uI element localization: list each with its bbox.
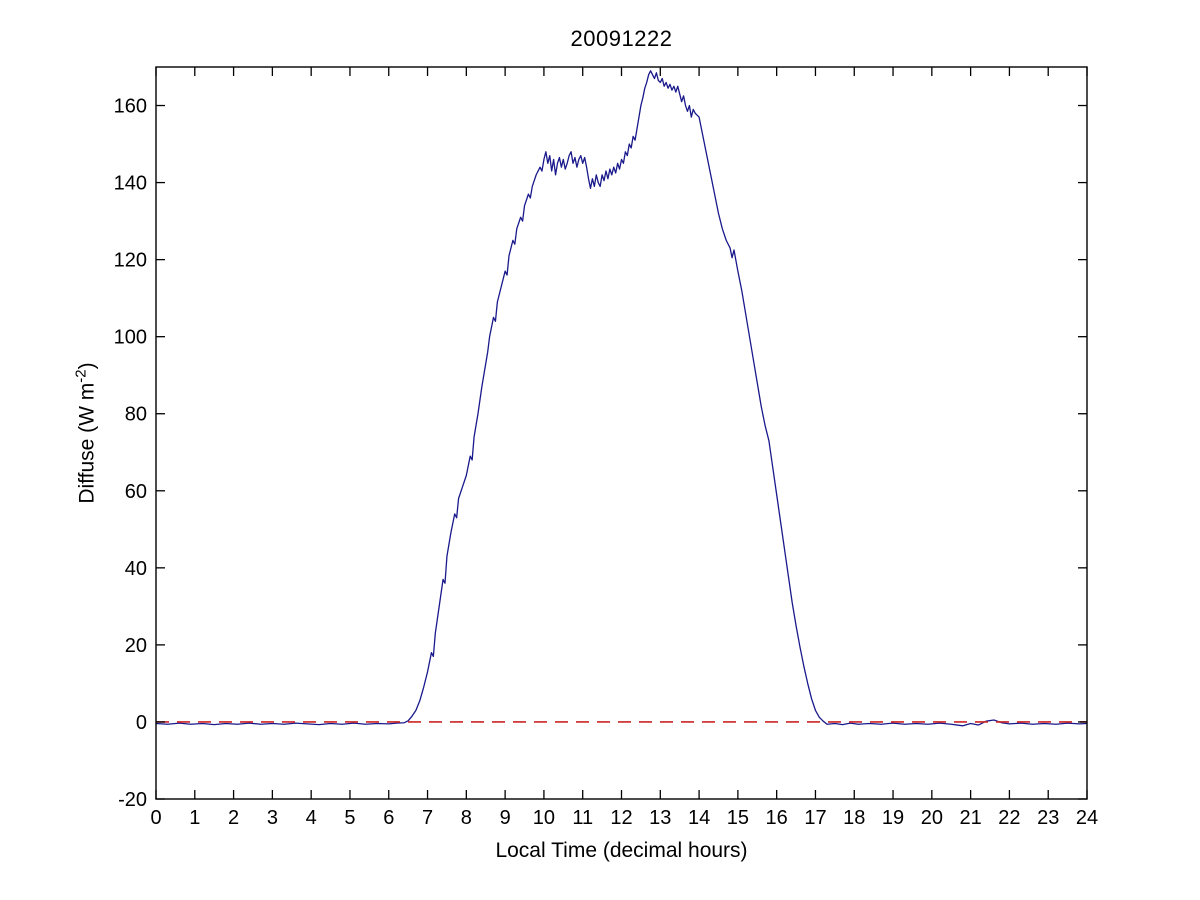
diffuse-irradiance-line <box>155 70 1088 727</box>
x-tick-label: 7 <box>422 807 433 829</box>
x-tick-label: 11 <box>572 807 593 829</box>
y-tick-label: 120 <box>114 250 147 272</box>
x-tick-label: 24 <box>1076 807 1098 829</box>
x-tick-label: 14 <box>688 807 710 829</box>
y-tick-label: 80 <box>125 404 147 426</box>
x-tick-label: 9 <box>500 807 511 829</box>
x-tick-label: 23 <box>1037 807 1059 829</box>
x-tick-label: 15 <box>727 807 749 829</box>
x-tick-label: 0 <box>150 807 161 829</box>
x-tick-label: 8 <box>461 807 472 829</box>
x-tick-label: 1 <box>189 807 200 829</box>
y-tick-label: 140 <box>114 173 147 195</box>
y-tick-label: -20 <box>118 789 147 811</box>
y-axis-label-suffix: ) <box>75 362 99 370</box>
x-tick-label: 22 <box>998 807 1020 829</box>
x-tick-label: 5 <box>344 807 355 829</box>
x-tick-label: 3 <box>267 807 278 829</box>
y-tick-label: 100 <box>114 327 147 349</box>
x-tick-label: 4 <box>306 807 317 829</box>
x-tick-label: 21 <box>960 807 982 829</box>
x-axis-label: Local Time (decimal hours) <box>495 839 748 862</box>
chart-title: 20091222 <box>570 26 673 51</box>
y-tick-label: 20 <box>125 635 147 657</box>
y-axis-label: Diffuse (W m-2) <box>73 362 100 503</box>
x-tick-label: 13 <box>649 807 671 829</box>
x-tick-label: 6 <box>383 807 394 829</box>
x-tick-label: 20 <box>921 807 943 829</box>
x-tick-label: 12 <box>610 807 632 829</box>
x-tick-label: 18 <box>843 807 865 829</box>
y-tick-label: 160 <box>114 96 147 118</box>
x-tick-label: 16 <box>766 807 788 829</box>
y-tick-label: 60 <box>125 481 147 503</box>
y-axis-label-superscript: -2 <box>72 369 90 383</box>
y-tick-label: 40 <box>125 558 147 580</box>
x-tick-label: 2 <box>228 807 239 829</box>
x-tick-label: 19 <box>882 807 904 829</box>
axes-box <box>155 66 1088 800</box>
y-axis-label-text: Diffuse (W m <box>75 382 99 504</box>
y-tick-label: 0 <box>136 712 147 734</box>
x-tick-label: 17 <box>804 807 826 829</box>
x-tick-label: 10 <box>533 807 555 829</box>
